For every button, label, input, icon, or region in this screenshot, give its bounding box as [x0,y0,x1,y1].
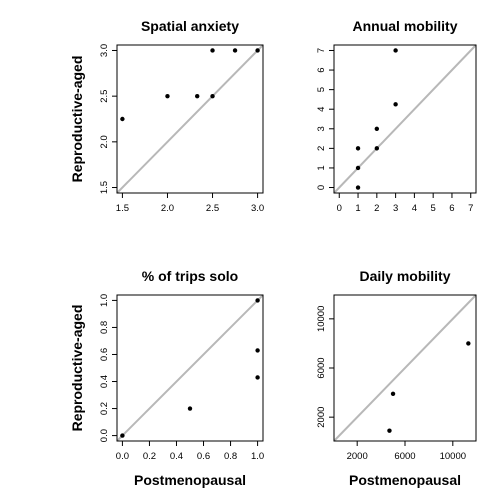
y-tick-label: 3.0 [99,44,110,57]
y-tick-label: 7 [316,48,327,53]
y-tick-label: 1.5 [99,181,110,194]
x-tick-label: 2000 [347,451,368,462]
data-point [255,48,260,53]
x-tick-label: 0 [337,203,342,214]
data-point [255,348,260,353]
data-point [355,146,361,151]
data-point [210,93,215,99]
x-tick-label: 1 [355,203,360,214]
x-tick-label: 5 [431,203,436,214]
x-axis-label: Postmenopausal [349,472,461,488]
identity-line [116,44,264,194]
x-tick-label: 2 [374,203,379,214]
x-tick-label: 1.0 [251,451,264,462]
x-tick-label: 3 [393,203,398,214]
plot-frame [116,294,264,442]
x-tick-label: 0.6 [197,451,210,462]
data-point [393,48,398,53]
y-tick-label: 5 [316,87,327,92]
y-tick-label: 0.6 [99,348,110,361]
x-tick-label: 0.2 [143,451,156,462]
data-point [355,165,361,171]
y-tick-label: 1.0 [99,294,110,307]
x-tick-label: 7 [468,203,473,214]
data-point [255,375,260,380]
data-point [187,406,193,411]
panel-1: Spatial anxiety 1.5 2.0 2.5 3.0 1.5 2.0 2.5 3.0 R… [69,18,264,214]
x-tick-label: 3.0 [251,203,264,214]
y-tick-label: 6000 [316,357,327,378]
plot-frame [333,44,477,194]
y-tick-label: 0.4 [99,375,110,388]
x-tick-label: 1.5 [116,203,129,214]
y-tick-label: 4 [316,107,327,112]
panel-3: % of trips solo 0.0 0.2 0.4 0.6 0.8 1.0 0.0 0.2 0… [69,268,264,488]
y-tick-label: 0.0 [99,429,110,442]
y-tick-label: 0.8 [99,321,110,334]
panel-title: Spatial anxiety [141,18,239,34]
x-tick-label: 2.5 [206,203,219,214]
data-point [232,48,238,53]
panel-2: Annual mobility 0 1 2 3 4 5 6 7 0 1 2 3 4 5 6 7 [316,18,477,214]
y-tick-label: 1 [316,165,327,170]
y-tick-label: 0.2 [99,402,110,415]
panel-title: % of trips solo [142,268,238,284]
x-tick-label: 2.0 [161,203,174,214]
data-point [390,391,396,397]
x-tick-label: 0.0 [116,451,129,462]
data-point [355,185,361,190]
data-point [387,428,392,433]
y-axis-label: Reproductive-aged [69,305,85,432]
x-axis-label: Postmenopausal [134,472,246,488]
x-tick-label: 6 [449,203,454,214]
panel-title: Annual mobility [353,18,458,34]
x-tick-label: 0.4 [170,451,183,462]
panel-title: Daily mobility [359,268,450,284]
data-point [120,433,125,438]
data-point [195,93,200,99]
data-point [466,341,471,346]
x-tick-label: 6000 [394,451,415,462]
y-tick-label: 2.0 [99,135,110,148]
data-point [393,102,398,107]
data-point [210,48,215,53]
data-point [120,116,125,122]
y-tick-label: 2000 [316,407,327,428]
panel-4: Daily mobility 2000 6000 10000 2000 6000 10000… [316,268,477,488]
y-tick-label: 10000 [316,306,327,332]
identity-line [116,294,264,442]
y-tick-label: 3 [316,126,327,131]
y-tick-label: 2.5 [99,90,110,103]
identity-line [333,294,477,442]
data-point [374,126,380,131]
identity-line [333,44,477,194]
data-point [255,298,260,303]
y-tick-label: 0 [316,185,327,190]
plot-frame [116,44,264,194]
y-tick-label: 2 [316,146,327,151]
x-tick-label: 4 [412,203,417,214]
x-tick-label: 0.8 [224,451,237,462]
y-axis-label: Reproductive-aged [69,56,85,183]
y-tick-label: 6 [316,67,327,72]
x-tick-label: 10000 [440,451,466,462]
data-point [374,146,380,151]
data-point [165,93,170,99]
